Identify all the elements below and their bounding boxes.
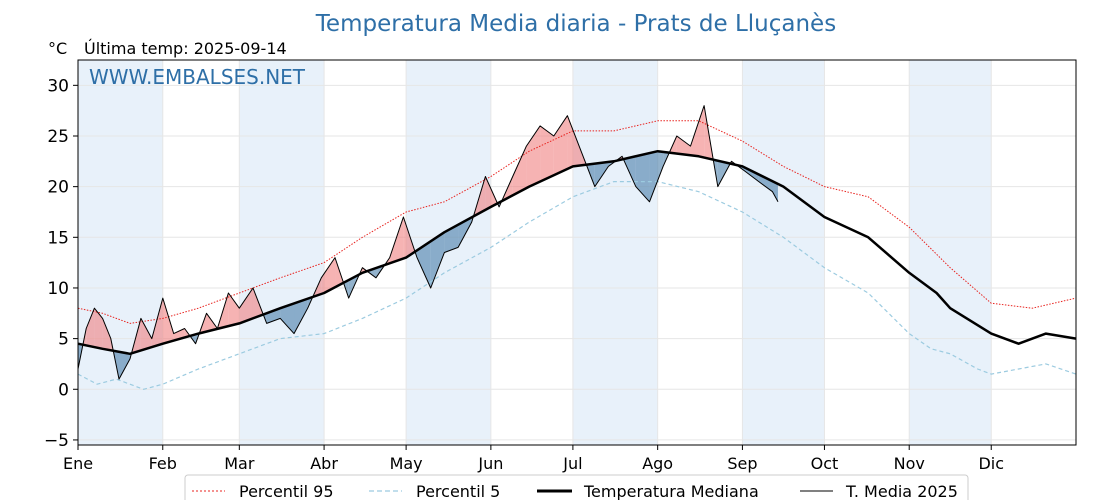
y-tick-label: 0 <box>58 380 69 400</box>
x-tick-label: May <box>390 454 423 473</box>
anomaly-fill <box>321 257 336 294</box>
anomaly-fill <box>430 232 445 288</box>
anomaly-fill <box>162 298 174 344</box>
x-tick-label: Jun <box>477 454 503 473</box>
anomaly-fill <box>458 217 472 248</box>
y-tick-label: 20 <box>47 178 69 198</box>
last-temp-label: Última temp: 2025-09-14 <box>84 39 287 58</box>
anomaly-fill <box>553 115 568 176</box>
anomaly-fill <box>567 115 582 169</box>
grid-lines <box>77 60 1076 445</box>
y-tick-label: 15 <box>47 228 69 248</box>
anomaly-fill <box>745 167 759 182</box>
y-tick-label: 10 <box>47 279 69 299</box>
y-tick-label: 5 <box>58 330 69 350</box>
anomaly-fill <box>772 181 778 202</box>
anomaly-fill <box>280 303 295 334</box>
x-tick-label: Feb <box>149 454 177 473</box>
series-line-2025 <box>77 105 779 380</box>
anomaly-fill <box>540 125 554 182</box>
series-line-median <box>77 149 1077 356</box>
legend-label-median: Temperatura Mediana <box>583 482 759 500</box>
anomaly-fill <box>239 287 253 324</box>
anomaly-fill <box>417 241 431 288</box>
x-tick-label: Ago <box>642 454 673 473</box>
x-tick-label: Ene <box>63 454 93 473</box>
anomaly-fill <box>86 308 95 348</box>
month-shade <box>909 60 992 445</box>
x-tick-label: Mar <box>224 454 255 473</box>
legend-label-2025: T. Media 2025 <box>845 482 958 500</box>
anomaly-fill <box>594 161 609 187</box>
y-tick-label: 30 <box>47 76 69 96</box>
anomaly-fill <box>294 298 308 334</box>
anomaly-fill <box>403 217 416 259</box>
legend-label-p5: Percentil 5 <box>416 482 500 500</box>
unit-label: °C <box>48 39 67 58</box>
x-tick-label: Jul <box>562 454 582 473</box>
x-tick-label: Oct <box>811 454 839 473</box>
watermark: WWW.EMBALSES.NET <box>89 65 306 89</box>
series-line-p95 <box>77 120 1077 324</box>
legend: Percentil 95 Percentil 5 Temperatura Med… <box>184 474 969 504</box>
anomaly-fill <box>676 135 691 156</box>
legend-label-p95: Percentil 95 <box>239 482 334 500</box>
anomaly-fill <box>649 151 664 202</box>
anomaly-fill <box>119 351 130 380</box>
series-lines <box>77 105 1077 390</box>
y-axis: −5 0 5 10 15 20 25 30 <box>44 76 78 451</box>
x-tick-label: Nov <box>894 454 925 473</box>
month-shading <box>78 60 992 445</box>
x-tick-label: Sep <box>727 454 757 473</box>
y-tick-label: 25 <box>47 127 69 147</box>
x-tick-label: Dic <box>978 454 1004 473</box>
chart-title: Temperatura Media diaria - Prats de Lluç… <box>315 11 836 37</box>
x-axis: Ene Feb Mar Abr May Jun Jul Ago Sep Oct Nov Dic <box>63 445 1004 473</box>
y-tick-label: −5 <box>44 431 69 451</box>
plot-frame <box>77 59 1077 446</box>
month-shade <box>572 60 658 445</box>
anomaly-fill <box>151 298 163 348</box>
anomaly-fill <box>512 146 527 196</box>
anomaly-fill <box>102 318 111 351</box>
anomaly-fill <box>758 174 773 192</box>
month-shade <box>742 60 825 445</box>
anomaly-fill <box>140 318 152 351</box>
legend-box <box>184 474 969 504</box>
anomaly-fill <box>485 176 498 210</box>
series-line-p5 <box>77 181 1077 390</box>
anomaly-fill <box>94 308 103 349</box>
month-shade <box>239 60 325 445</box>
anomaly-fill <box>228 293 240 327</box>
anomaly-fill <box>690 105 705 158</box>
x-tick-label: Abr <box>310 454 338 473</box>
